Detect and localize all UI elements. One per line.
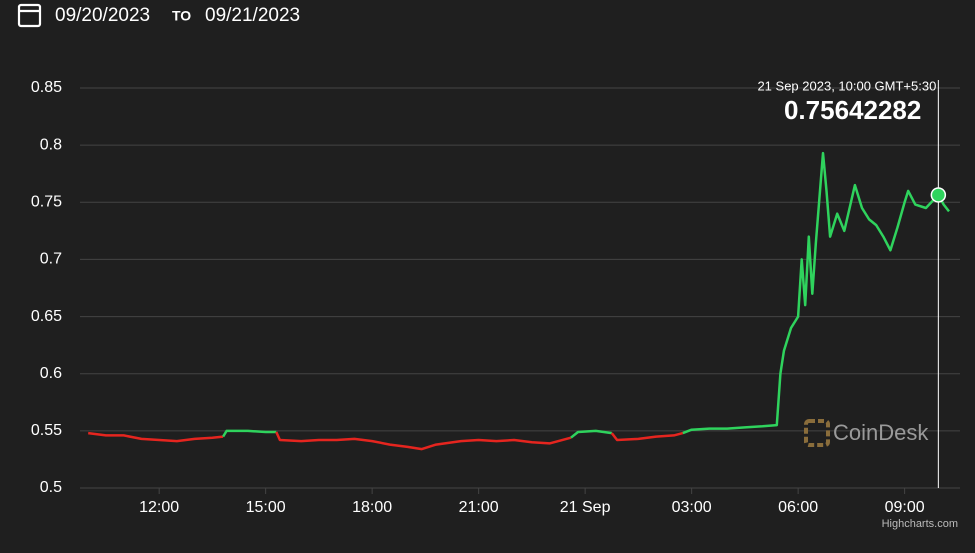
date-to[interactable]: 09/21/2023 bbox=[205, 5, 300, 26]
y-tick-label: 0.85 bbox=[31, 79, 62, 96]
x-tick-label: 18:00 bbox=[352, 499, 392, 516]
hover-marker bbox=[930, 187, 947, 203]
price-line bbox=[570, 429, 612, 439]
x-tick-label: 15:00 bbox=[246, 499, 286, 516]
x-tick-label: 21:00 bbox=[459, 499, 499, 516]
watermark-text: CoinDesk bbox=[833, 420, 929, 445]
y-tick-label: 0.55 bbox=[31, 422, 62, 439]
y-tick-label: 0.75 bbox=[31, 194, 62, 211]
calendar-icon[interactable] bbox=[17, 3, 42, 28]
price-line bbox=[682, 151, 950, 435]
price-line bbox=[222, 429, 277, 438]
y-tick-label: 0.65 bbox=[31, 308, 62, 325]
price-line bbox=[88, 431, 224, 443]
watermark: CoinDesk bbox=[804, 419, 929, 447]
tooltip-value: 0.75642282 bbox=[784, 95, 921, 125]
y-tick-label: 0.6 bbox=[40, 365, 62, 382]
x-tick-label: 09:00 bbox=[885, 499, 925, 516]
watermark-logo bbox=[804, 419, 830, 447]
x-tick-label: 12:00 bbox=[139, 499, 179, 516]
x-tick-label: 06:00 bbox=[778, 499, 818, 516]
calendar-body bbox=[17, 3, 42, 28]
tooltip-date: 21 Sep 2023, 10:00 GMT+5:30 bbox=[757, 78, 936, 93]
credits[interactable]: Highcharts.com bbox=[882, 518, 958, 530]
x-tick-label: 21 Sep bbox=[560, 499, 611, 516]
y-tick-label: 0.5 bbox=[40, 479, 62, 496]
date-from[interactable]: 09/20/2023 bbox=[55, 5, 150, 26]
y-tick-label: 0.7 bbox=[40, 251, 62, 268]
x-tick-label: 03:00 bbox=[672, 499, 712, 516]
price-line bbox=[610, 431, 684, 442]
price-line bbox=[275, 431, 572, 451]
date-separator: TO bbox=[172, 8, 191, 24]
y-tick-label: 0.8 bbox=[40, 136, 62, 153]
